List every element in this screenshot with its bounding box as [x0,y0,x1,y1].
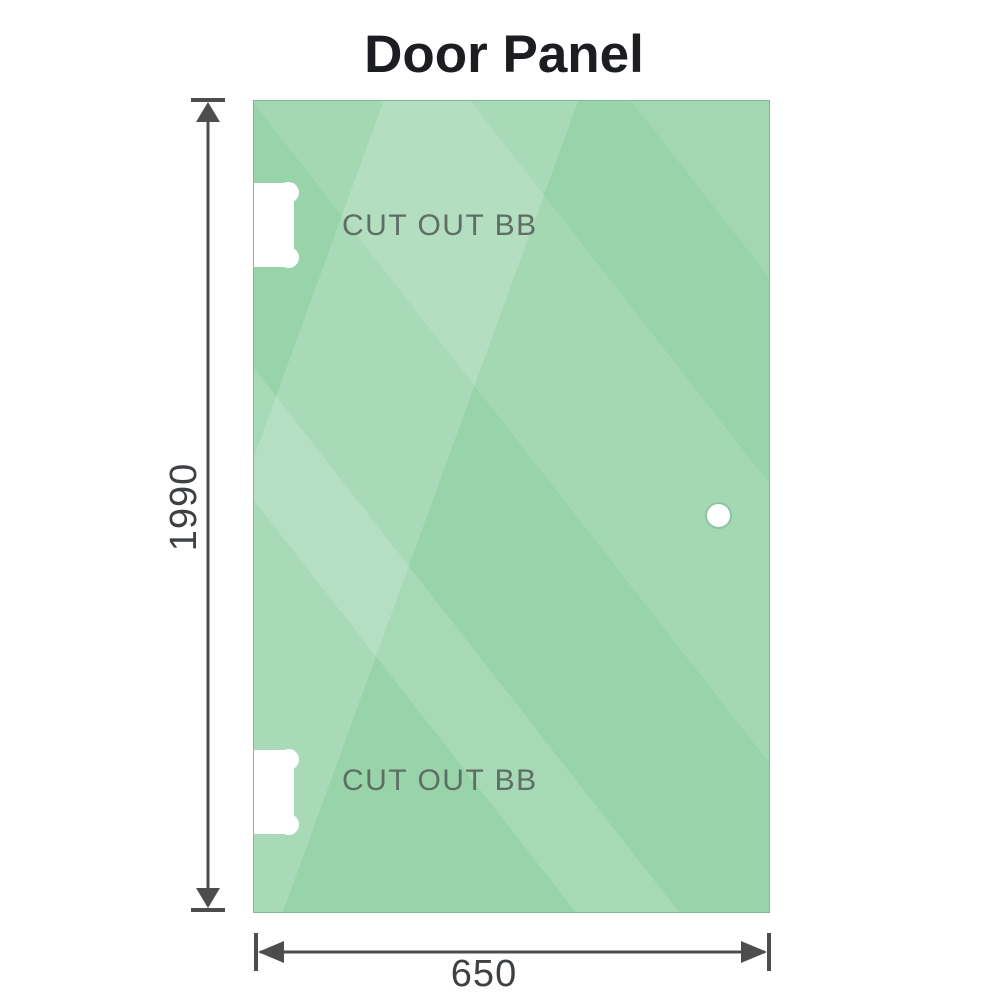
cutout-lobe-circle [278,814,299,835]
width-dimension-label: 650 [450,953,518,995]
bracket-cutout-bottom [254,749,301,835]
width-dim-arrow-left-icon [258,941,284,963]
height-dim-top-tick [191,98,225,102]
width-dim-arrow-right-icon [741,941,767,963]
height-dim-arrow-down-icon [196,888,220,908]
glass-panel: CUT OUT BB CUT OUT BB [253,100,770,913]
width-dim-left-tick [254,933,258,971]
cutout-label-bottom: CUT OUT BB [342,764,538,797]
cutout-lobe-circle [278,247,299,268]
handle-hole [705,502,732,529]
height-dim-arrow-up-icon [196,102,220,122]
height-dimension-label: 1990 [163,462,205,552]
height-dim-line [206,104,210,906]
height-dim-bottom-tick [191,908,225,912]
width-dim-right-tick [767,933,771,971]
bracket-cutout-top [254,182,301,268]
cutout-label-top: CUT OUT BB [342,209,538,242]
page-title: Door Panel [364,25,644,84]
cutout-lobe-circle [278,182,299,203]
cutout-lobe-circle [278,749,299,770]
